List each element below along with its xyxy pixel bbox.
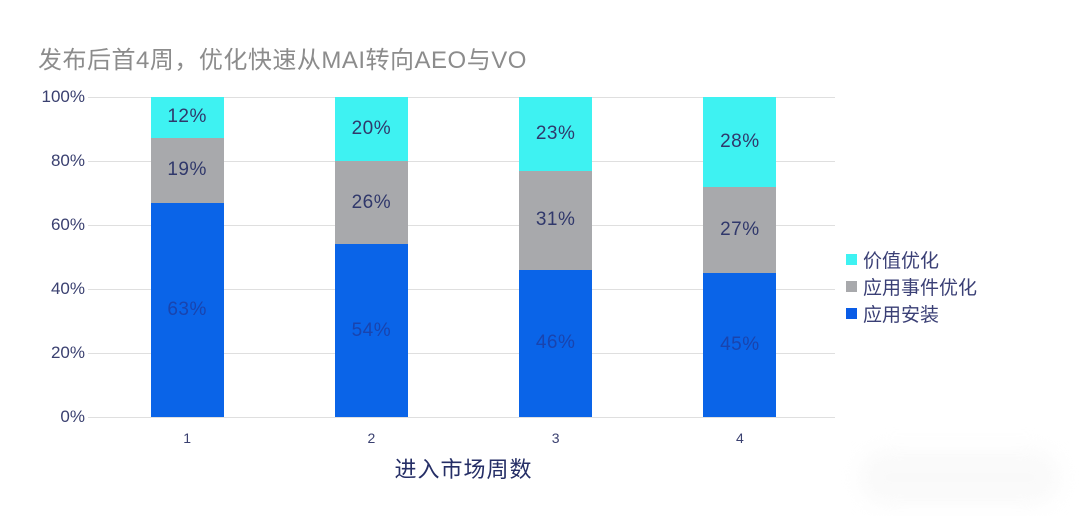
bar-value-label-应用事件优化-week-2: 26% xyxy=(351,191,392,213)
bar-segment-应用事件优化-week-2 xyxy=(334,161,408,245)
x-tick-label-4: 4 xyxy=(735,430,744,446)
y-tick-label-20%: 20% xyxy=(50,343,85,362)
bar-segment-应用事件优化-week-3 xyxy=(519,170,593,270)
gridline-60% xyxy=(88,224,835,226)
bar-value-label-应用事件优化-week-1: 19% xyxy=(167,159,207,181)
watermark-smudge xyxy=(860,450,1060,505)
bar-value-label-价值优化-week-1: 12% xyxy=(167,106,207,128)
bar-segment-应用事件优化-week-1 xyxy=(150,137,224,203)
x-axis-title: 进入市场周数 xyxy=(394,457,533,482)
chart-title: 发布后首4周，优化快速从MAI转向AEO与VO xyxy=(38,47,527,74)
bar-value-label-应用安装-week-2: 54% xyxy=(351,319,392,341)
bar-segment-应用安装-week-3 xyxy=(519,269,593,417)
bar-value-label-价值优化-week-4: 28% xyxy=(720,130,760,152)
legend: 价值优化应用事件优化 应用安装 xyxy=(846,246,977,327)
bar-value-label-应用安装-week-3: 46% xyxy=(535,332,576,354)
x-tick-label-2: 2 xyxy=(367,430,376,446)
bar-segment-价值优化-week-3 xyxy=(519,97,593,171)
bar-week-4: 45% 27% 28% xyxy=(703,97,777,417)
plot-area: 0% 20% 40% 60% 80% 100% 63% 19% 12% 1 54% 26% 20% 2 46… xyxy=(42,87,835,446)
bar-value-label-价值优化-week-3: 23% xyxy=(535,122,576,144)
legend-swatch-icon xyxy=(846,281,857,292)
bar-segment-应用安装-week-1 xyxy=(150,202,224,417)
legend-item-应用事件优化: 应用事件优化 xyxy=(846,273,977,300)
legend-label: 价值优化 xyxy=(863,251,940,272)
bar-week-3: 46% 31% 23% xyxy=(519,97,593,417)
bar-value-label-应用事件优化-week-3: 31% xyxy=(535,209,576,231)
y-tick-label-40%: 40% xyxy=(50,279,85,298)
legend-swatch-icon xyxy=(846,254,857,265)
bar-week-1: 63% 19% 12% xyxy=(150,97,224,417)
y-tick-label-100%: 100% xyxy=(41,87,85,106)
gridline-0% xyxy=(88,416,835,418)
legend-label: 应用安装 xyxy=(863,305,940,326)
bar-segment-价值优化-week-2 xyxy=(334,97,408,161)
gridline-40% xyxy=(88,288,835,290)
bar-segment-价值优化-week-1 xyxy=(150,97,224,138)
bar-segment-应用安装-week-4 xyxy=(703,273,777,417)
bar-value-label-价值优化-week-2: 20% xyxy=(351,118,392,139)
y-tick-label-80%: 80% xyxy=(50,151,85,170)
legend-label: 应用事件优化 xyxy=(863,278,978,299)
bar-value-label-应用安装-week-4: 45% xyxy=(720,334,760,355)
bar-value-label-应用安装-week-1: 63% xyxy=(167,298,207,320)
legend-item-应用安装: 应用安装 xyxy=(846,300,977,327)
x-tick-label-3: 3 xyxy=(551,430,560,446)
y-tick-label-0%: 0% xyxy=(60,407,85,426)
bar-week-2: 54% 26% 20% xyxy=(334,97,408,417)
x-tick-label-1: 1 xyxy=(183,430,192,446)
gridline-100% xyxy=(88,96,835,98)
bar-segment-价值优化-week-4 xyxy=(703,97,777,187)
y-tick-label-60%: 60% xyxy=(50,215,85,234)
bar-value-label-应用事件优化-week-4: 27% xyxy=(720,218,760,240)
bar-segment-应用事件优化-week-4 xyxy=(703,186,777,273)
legend-item-价值优化: 价值优化 xyxy=(846,246,977,273)
legend-swatch-icon xyxy=(846,308,857,319)
gridline-20% xyxy=(88,352,835,354)
gridline-80% xyxy=(88,160,835,162)
bar-segment-应用安装-week-2 xyxy=(334,244,408,417)
